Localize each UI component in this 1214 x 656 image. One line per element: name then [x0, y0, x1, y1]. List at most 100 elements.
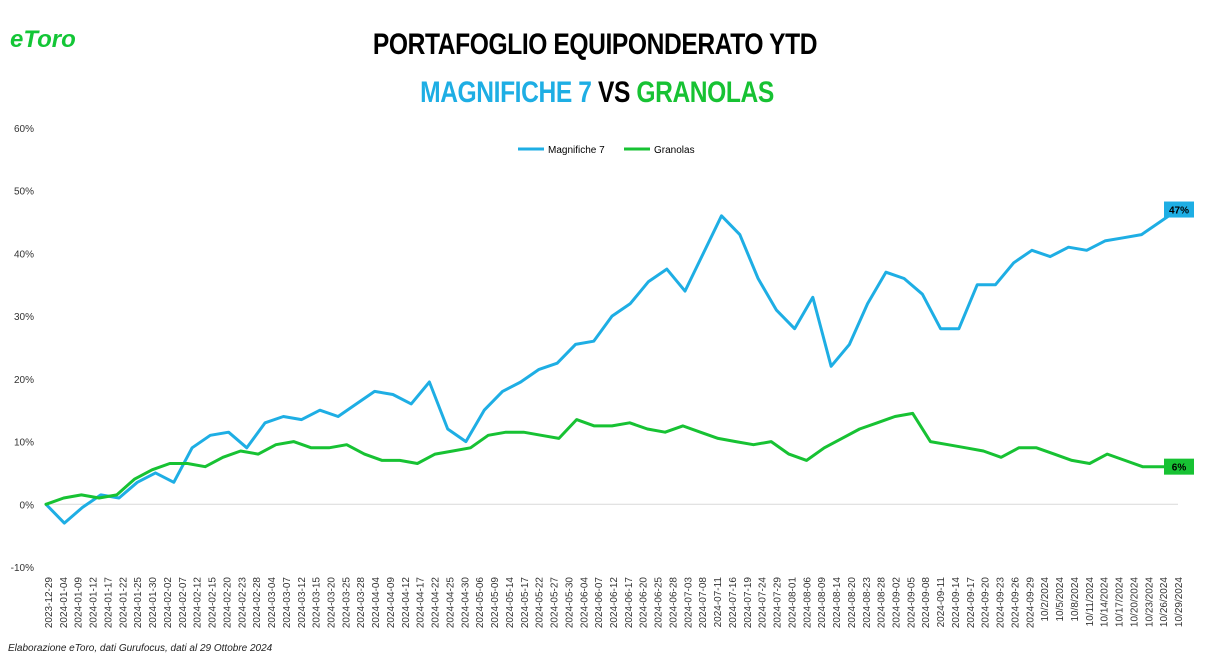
x-tick-label: 2024-09-26 — [1010, 577, 1021, 629]
x-tick-label: 2024-06-07 — [594, 577, 605, 629]
x-tick-label: 2024-03-20 — [327, 577, 338, 629]
legend-label: Magnifiche 7 — [548, 145, 605, 156]
series-line-granolas — [44, 411, 1180, 506]
x-tick-label: 2024-09-08 — [921, 577, 932, 629]
x-tick-label: 2024-03-12 — [297, 577, 308, 629]
x-tick-label: 2024-03-04 — [267, 577, 278, 629]
x-tick-label: 2024-04-12 — [401, 577, 412, 629]
x-tick-label: 2024-07-16 — [728, 577, 739, 629]
x-tick-label: 2024-06-17 — [624, 577, 635, 629]
y-tick-label: -10% — [11, 563, 34, 574]
x-tick-label: 2024-07-24 — [758, 577, 769, 629]
x-tick-label: 2024-07-29 — [773, 577, 784, 629]
x-tick-label: 2024-01-04 — [59, 577, 70, 629]
y-tick-label: 10% — [14, 438, 34, 449]
x-tick-label: 2024-08-06 — [802, 577, 813, 629]
legend-label: Granolas — [654, 145, 695, 156]
x-tick-label: 2024-05-14 — [505, 577, 516, 629]
subtitle-vs: VS — [591, 76, 637, 109]
y-tick-label: 50% — [14, 187, 34, 198]
x-tick-label: 2024-02-07 — [178, 577, 189, 629]
x-tick-label: 2024-04-04 — [371, 577, 382, 629]
x-tick-label: 2024-04-09 — [386, 577, 397, 629]
x-tick-label: 10/2/2024 — [1040, 577, 1051, 622]
end-value-badge — [1164, 458, 1194, 475]
x-tick-label: 2024-08-28 — [877, 577, 888, 629]
chart-subtitle: MAGNIFICHE 7 VS GRANOLAS — [107, 76, 1086, 110]
x-tick-label: 2024-09-29 — [1025, 577, 1036, 629]
x-tick-label: 2024-09-20 — [981, 577, 992, 629]
x-tick-label: 2024-05-06 — [475, 577, 486, 629]
x-tick-label: 2024-04-30 — [460, 577, 471, 629]
x-tick-label: 10/14/2024 — [1100, 577, 1111, 627]
x-tick-label: 2024-01-17 — [103, 577, 114, 629]
x-tick-label: 2024-04-25 — [445, 577, 456, 629]
x-tick-label: 2024-09-17 — [966, 577, 977, 629]
x-tick-label: 2024-06-12 — [609, 577, 620, 629]
x-tick-label: 2024-05-27 — [550, 577, 561, 629]
source-note: Elaborazione eToro, dati Gurufocus, dati… — [8, 643, 273, 654]
x-tick-label: 10/17/2024 — [1115, 577, 1126, 627]
x-tick-label: 2024-02-02 — [163, 577, 174, 629]
x-tick-label: 2024-02-28 — [252, 577, 263, 629]
x-tick-label: 2024-07-19 — [743, 577, 754, 629]
y-tick-label: 20% — [14, 375, 34, 386]
x-tick-label: 2024-08-23 — [862, 577, 873, 629]
x-tick-label: 2024-04-17 — [416, 577, 427, 629]
x-tick-label: 2024-08-20 — [847, 577, 858, 629]
x-tick-label: 2024-09-05 — [906, 577, 917, 629]
x-tick-label: 2024-06-25 — [654, 577, 665, 629]
x-tick-label: 2024-06-28 — [668, 577, 679, 629]
x-tick-label: 2024-07-03 — [683, 577, 694, 629]
x-tick-label: 2024-05-22 — [535, 577, 546, 629]
x-tick-label: 2024-09-23 — [996, 577, 1007, 629]
x-tick-label: 2024-01-30 — [148, 577, 159, 629]
x-tick-label: 10/26/2024 — [1159, 577, 1170, 627]
x-tick-label: 2024-02-12 — [193, 577, 204, 629]
chart-title: PORTAFOGLIO EQUIPONDERATO YTD — [372, 28, 818, 61]
x-tick-label: 2024-07-08 — [698, 577, 709, 629]
y-tick-label: 60% — [14, 124, 34, 135]
subtitle-magnifiche: MAGNIFICHE 7 — [420, 76, 592, 109]
x-tick-label: 2024-01-25 — [133, 577, 144, 629]
etoro-logo: eToro — [10, 26, 76, 53]
x-tick-label: 2024-08-01 — [787, 577, 798, 629]
x-tick-label: 2024-02-15 — [208, 577, 219, 629]
x-tick-label: 2024-06-20 — [639, 577, 650, 629]
x-tick-label: 10/11/2024 — [1085, 577, 1096, 627]
x-tick-label: 2024-01-09 — [74, 577, 85, 629]
x-tick-label: 10/29/2024 — [1174, 577, 1185, 627]
y-tick-label: 40% — [14, 249, 34, 260]
x-tick-label: 2024-08-14 — [832, 577, 843, 629]
end-value-label: 47% — [1169, 206, 1189, 217]
subtitle-granolas: GRANOLAS — [636, 76, 774, 109]
x-tick-label: 2024-02-20 — [222, 577, 233, 629]
x-tick-label: 2024-03-15 — [312, 577, 323, 629]
x-tick-label: 2024-09-02 — [892, 577, 903, 629]
x-tick-label: 10/8/2024 — [1070, 577, 1081, 622]
x-tick-label: 2024-05-17 — [520, 577, 531, 629]
x-tick-label: 2024-03-25 — [341, 577, 352, 629]
x-tick-label: 2024-05-30 — [564, 577, 575, 629]
x-tick-label: 2024-08-09 — [817, 577, 828, 629]
x-tick-label: 2023-12-29 — [44, 577, 55, 629]
x-tick-label: 2024-03-28 — [356, 577, 367, 629]
end-value-badge — [1164, 201, 1194, 218]
x-tick-label: 2024-06-04 — [579, 577, 590, 629]
x-tick-label: 2024-05-09 — [490, 577, 501, 629]
x-tick-label: 2024-02-23 — [237, 577, 248, 629]
x-tick-label: 2024-03-07 — [282, 577, 293, 629]
x-tick-label: 2024-09-11 — [936, 577, 947, 628]
x-tick-label: 2024-07-11 — [713, 577, 724, 628]
y-tick-label: 0% — [20, 500, 35, 511]
x-tick-label: 10/23/2024 — [1144, 577, 1155, 627]
x-tick-label: 10/5/2024 — [1055, 577, 1066, 622]
x-tick-label: 2024-04-22 — [431, 577, 442, 629]
y-tick-label: 30% — [14, 312, 34, 323]
x-tick-label: 10/20/2024 — [1129, 577, 1140, 627]
end-value-label: 6% — [1172, 463, 1187, 474]
x-tick-label: 2024-01-12 — [89, 577, 100, 629]
x-tick-label: 2024-09-14 — [951, 577, 962, 629]
series-line-magnifiche-7 — [44, 208, 1180, 525]
